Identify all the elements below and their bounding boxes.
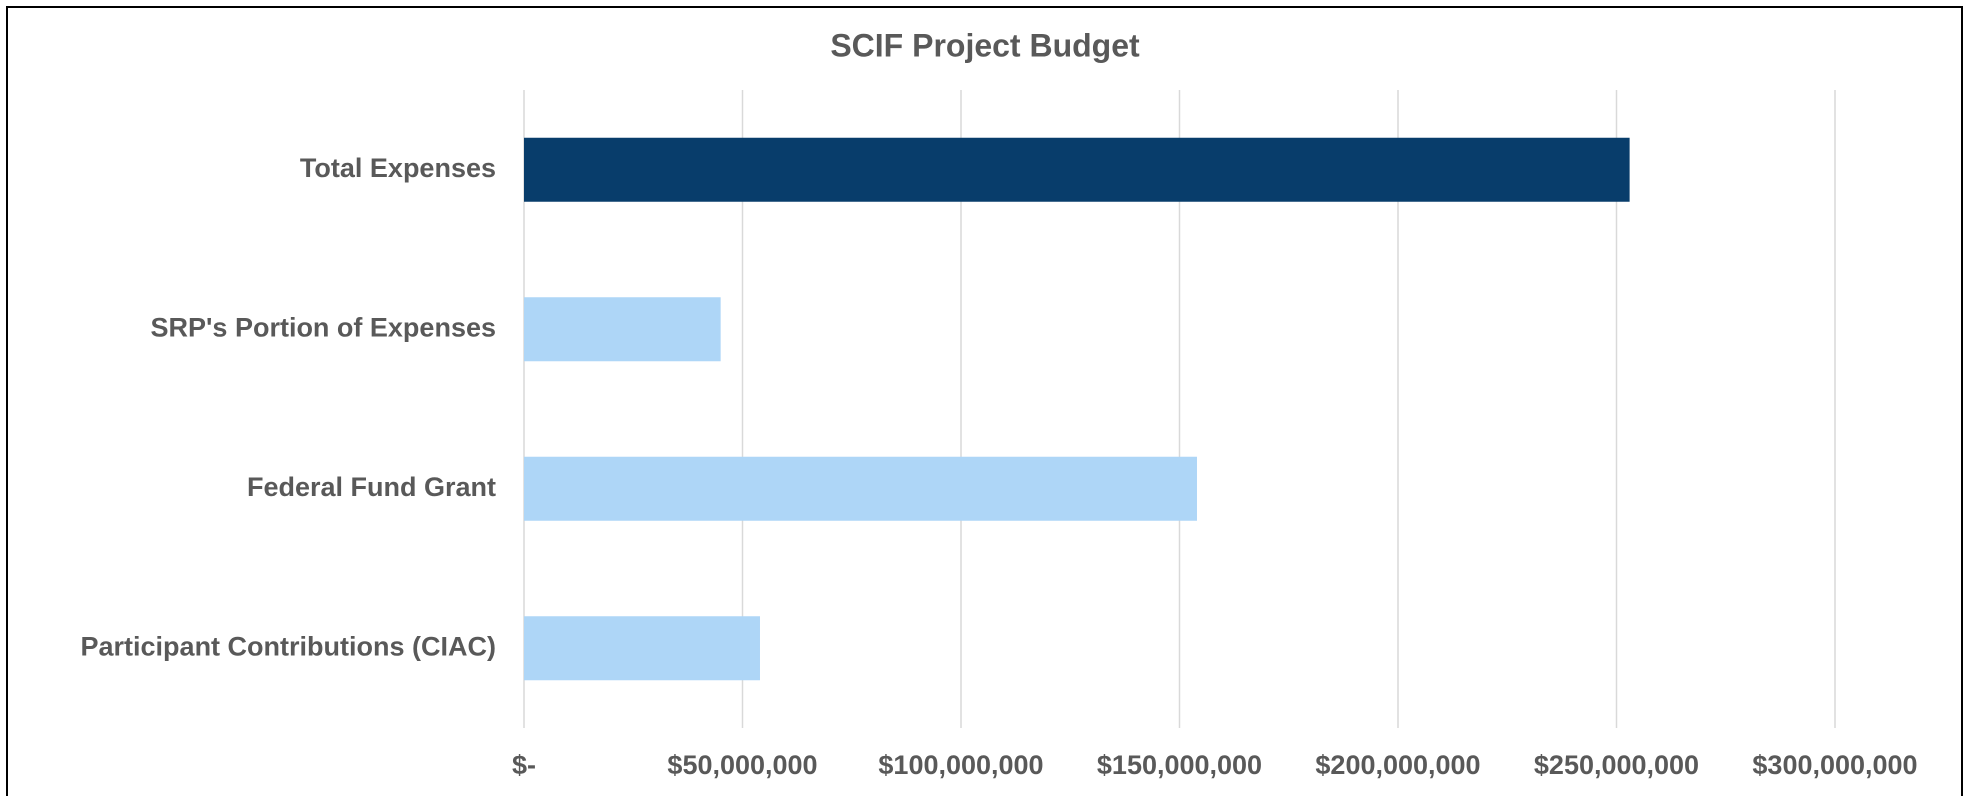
y-tick-label: Participant Contributions (CIAC) [81,631,496,661]
x-tick-label: $- [512,750,536,780]
y-tick-label: Federal Fund Grant [247,472,496,502]
bar [524,616,760,681]
bar [524,297,721,362]
x-tick-label: $150,000,000 [1097,750,1262,780]
y-tick-label: SRP's Portion of Expenses [150,312,496,342]
x-tick-label: $100,000,000 [878,750,1043,780]
y-tick-label: Total Expenses [300,153,496,183]
chart-frame [6,6,1963,796]
bar [524,456,1197,521]
x-tick-label: $50,000,000 [667,750,817,780]
x-tick-label: $200,000,000 [1315,750,1480,780]
bar [524,137,1630,202]
x-tick-label: $300,000,000 [1752,750,1917,780]
x-tick-label: $250,000,000 [1534,750,1699,780]
chart-title: SCIF Project Budget [830,27,1140,63]
